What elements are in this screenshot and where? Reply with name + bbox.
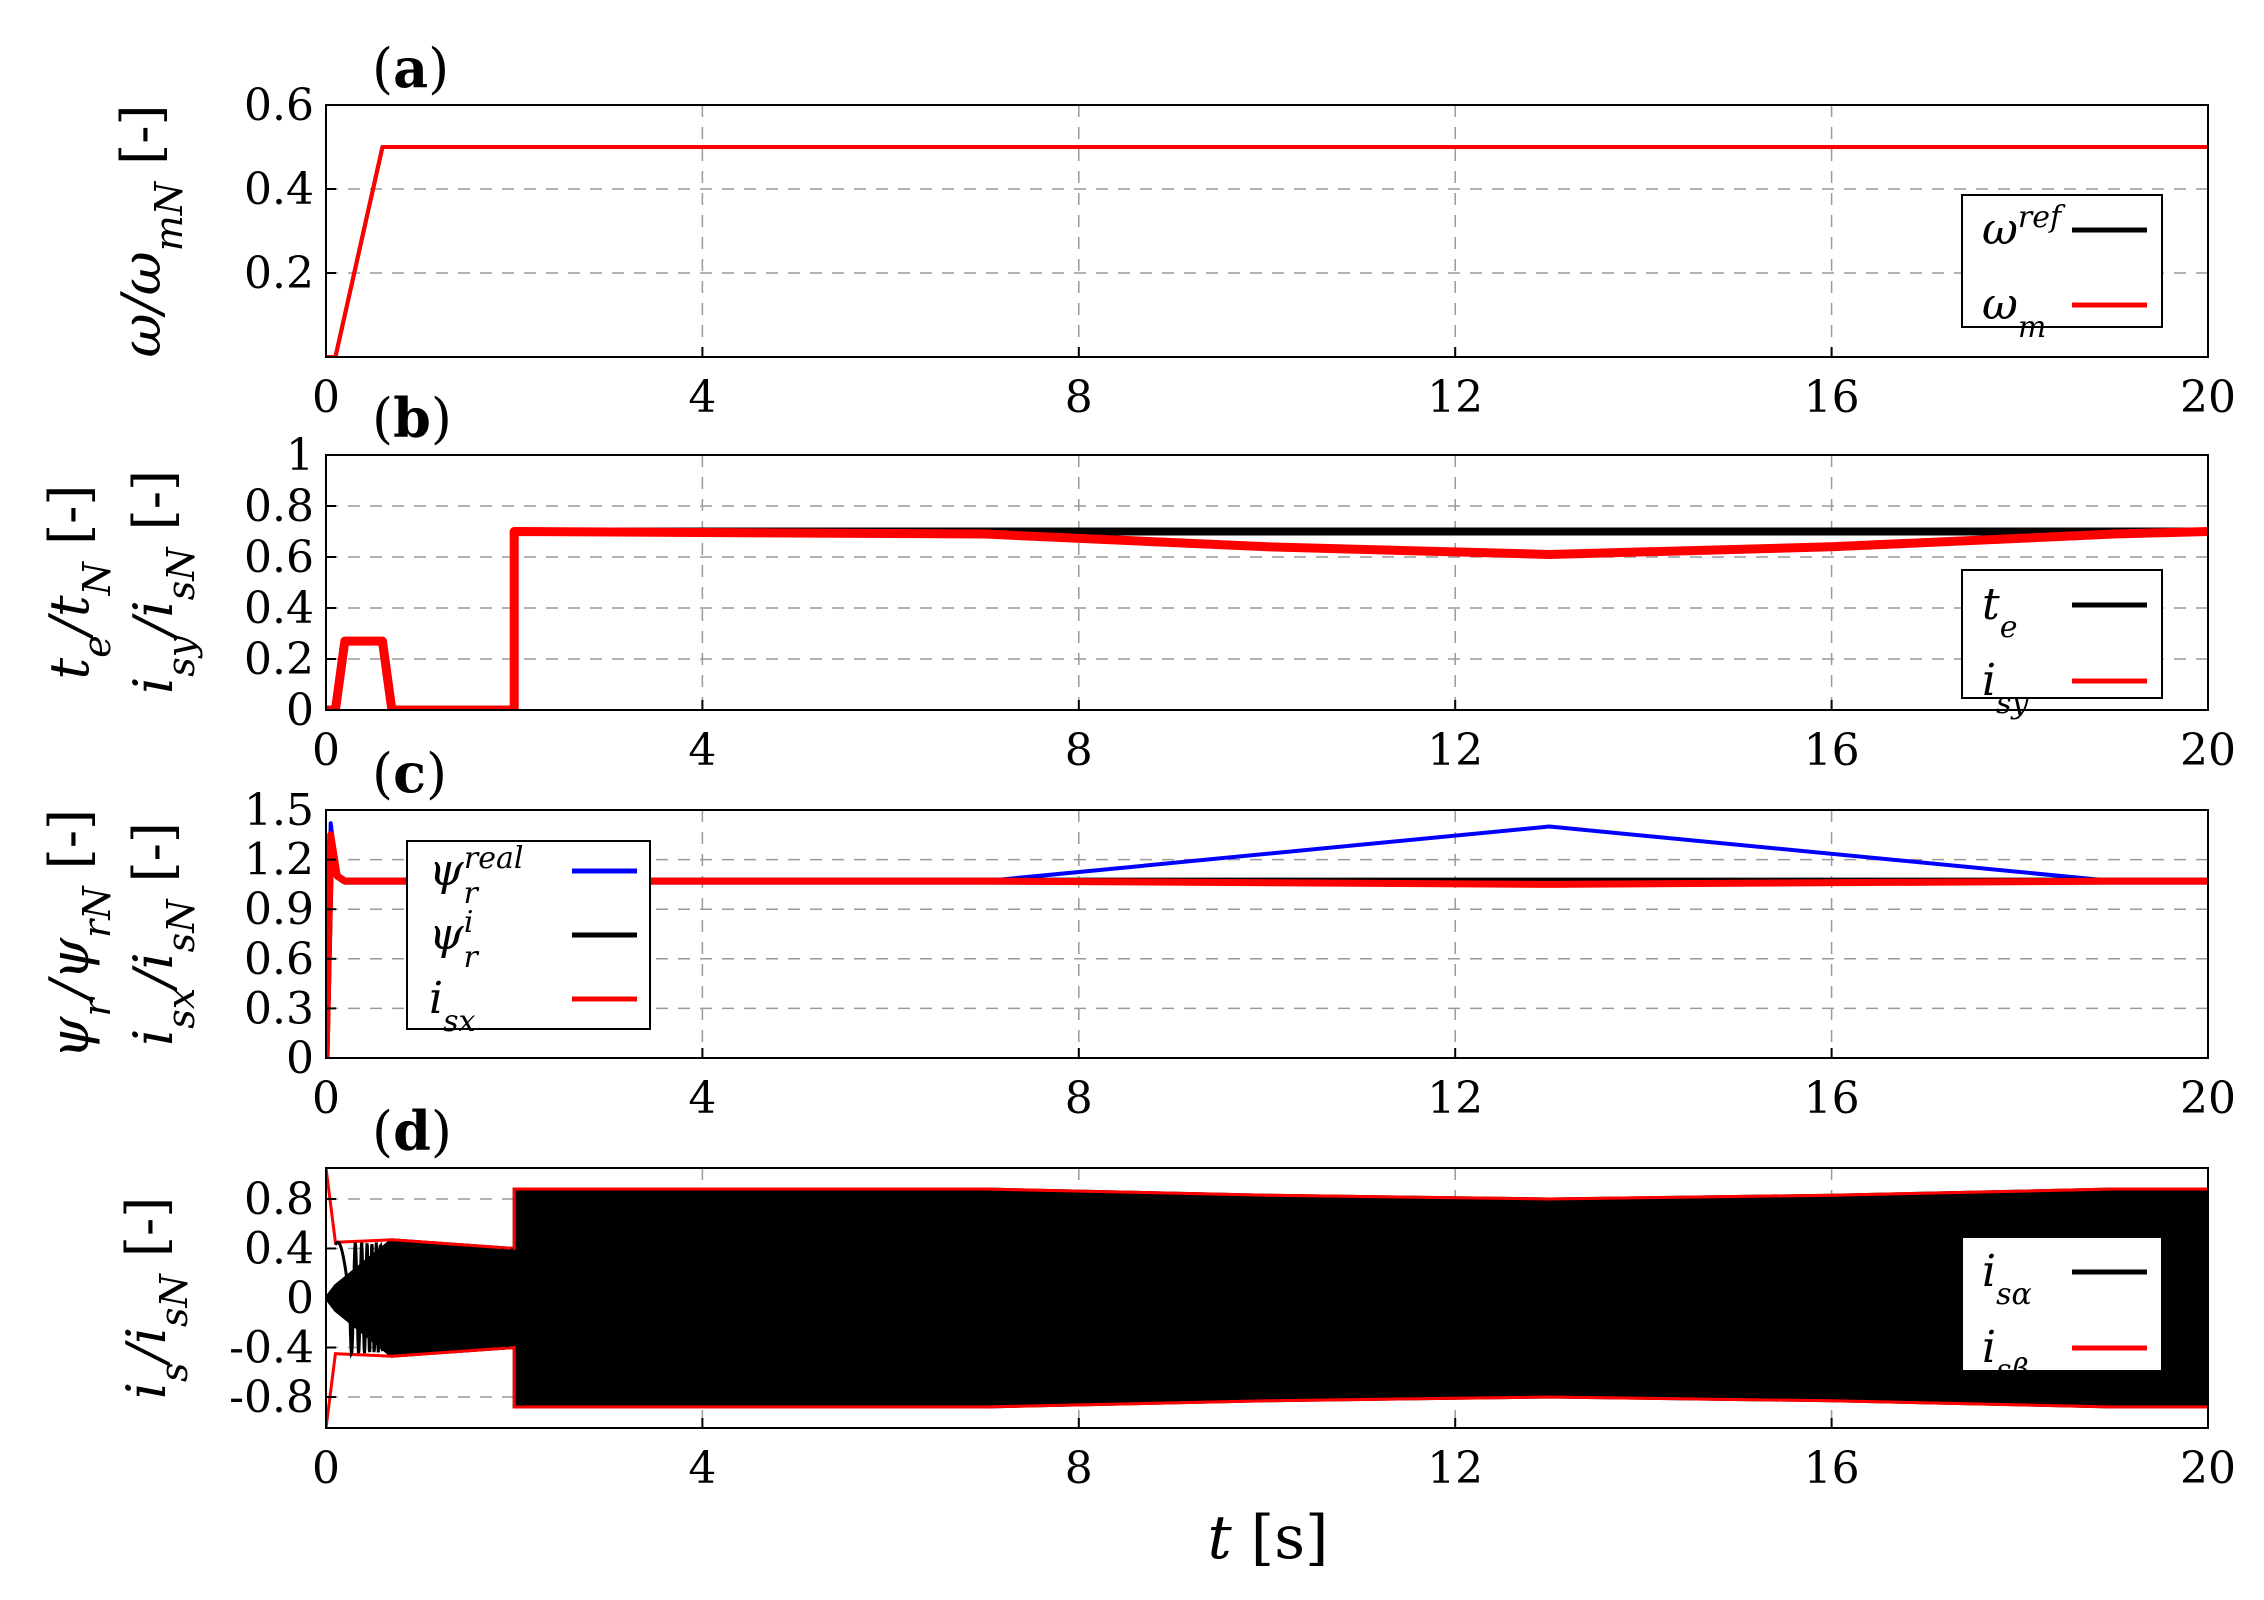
y-tick-label: 0.6 — [244, 532, 314, 583]
plot-area — [326, 821, 2208, 1058]
grid — [326, 455, 2208, 710]
plot-area — [326, 145, 2208, 357]
legend-entry-label: isy — [1982, 655, 2029, 721]
plot-frame — [325, 454, 2209, 711]
y-tick-label: 0.8 — [244, 481, 314, 532]
x-tick-label: 12 — [1427, 725, 1483, 776]
series-i_sβ-envelope — [326, 1168, 2208, 1428]
x-tick-label: 8 — [1065, 1443, 1093, 1494]
plot-area — [326, 527, 2208, 710]
plot-frame — [325, 104, 2209, 358]
plot-frame — [325, 809, 2209, 1059]
chart-panel-a: 0 4 8 12 16 20 0.2 0.4 0.6 (a) — [244, 36, 2236, 423]
x-axis-label: t [s] — [1208, 1503, 1329, 1573]
legend-entry-label: isx — [429, 973, 475, 1039]
x-tick-label: 20 — [2180, 1443, 2236, 1494]
y-axis-label-b-2: isy/isN [-] — [122, 470, 203, 694]
legend-d: isα isβ — [1961, 1236, 2163, 1388]
y-tick-label: 1.5 — [244, 785, 314, 836]
x-tick-label: 0 — [312, 725, 340, 776]
series-i_sβ-lower — [326, 1345, 2208, 1428]
y-tick-label: 0.3 — [244, 983, 314, 1034]
series-ω^ref — [326, 145, 2208, 357]
legend-entry-label: ψri — [429, 905, 480, 975]
x-tick-label: 12 — [1427, 372, 1483, 423]
panel-label: (c) — [372, 741, 447, 805]
y-axis-label-d: is/isN [-] — [115, 1197, 196, 1400]
y-tick-label: 0.2 — [244, 248, 314, 299]
panel-label: (d) — [372, 1099, 452, 1163]
x-tick-label: 16 — [1804, 1443, 1860, 1494]
legend-box — [1961, 569, 2163, 699]
y-tick-label: 0 — [286, 1273, 314, 1324]
legend-entry-label: isβ — [1982, 1322, 2029, 1388]
y-tick-label: 1 — [286, 430, 314, 481]
y-tick-label: 0.2 — [244, 634, 314, 685]
series-i_sx — [326, 831, 2208, 1058]
legend-b: te isy — [1961, 569, 2163, 721]
series-startup-oscillation — [334, 1240, 516, 1360]
x-tick-label: 0 — [312, 1443, 340, 1494]
y-axis-label-a: ω/ωmN [-] — [110, 104, 191, 357]
legend-entry-label: ωref — [1982, 200, 2066, 256]
x-tick-label: 8 — [1065, 1073, 1093, 1124]
y-axis-label-c-2: isx/isN [-] — [122, 822, 203, 1046]
legend-entry-label: ωm — [1982, 279, 2046, 345]
x-tick-label: 12 — [1427, 1443, 1483, 1494]
y-tick-label: -0.8 — [229, 1372, 314, 1423]
series-i_sy — [326, 527, 2208, 710]
y-tick-label: 0 — [286, 685, 314, 736]
grid — [326, 105, 2208, 357]
series-t_e — [326, 527, 2208, 710]
panel-label: (b) — [372, 386, 452, 450]
x-tick-label: 0 — [312, 372, 340, 423]
x-tick-label: 20 — [2180, 372, 2236, 423]
x-tick-label: 4 — [688, 1073, 716, 1124]
y-tick-label: 0.4 — [244, 1223, 314, 1274]
y-tick-label: 1.2 — [244, 835, 314, 886]
x-tick-label: 8 — [1065, 725, 1093, 776]
plot-area — [326, 1168, 2208, 1428]
legend-entry-label: te — [1982, 579, 2017, 645]
y-tick-label: 0.6 — [244, 80, 314, 131]
y-tick-label: 0.4 — [244, 583, 314, 634]
y-axis-label-c-1: ψr/ψrN [-] — [38, 809, 119, 1059]
x-tick-label: 12 — [1427, 1073, 1483, 1124]
y-tick-label: -0.4 — [229, 1323, 314, 1374]
chart-panel-d: 0 4 8 12 16 20-0.8-0.400.40.8(d) — [229, 1099, 2236, 1494]
x-tick-label: 4 — [688, 1443, 716, 1494]
legend-entry-label: ψrreal — [429, 841, 523, 911]
series-i_sβ-upper — [326, 1168, 2208, 1251]
x-tick-label: 20 — [2180, 725, 2236, 776]
legend-a: ωref ωm — [1961, 194, 2163, 345]
x-tick-label: 8 — [1065, 372, 1093, 423]
series-ω_m — [326, 145, 2208, 357]
y-tick-label: 0.8 — [244, 1174, 314, 1225]
panel-label: (a) — [372, 36, 449, 100]
x-tick-label: 4 — [688, 725, 716, 776]
x-tick-label: 16 — [1804, 372, 1860, 423]
x-tick-label: 20 — [2180, 1073, 2236, 1124]
x-tick-label: 16 — [1804, 725, 1860, 776]
y-axis-label-b-1: te/tN [-] — [38, 485, 119, 680]
x-tick-label: 16 — [1804, 1073, 1860, 1124]
y-tick-label: 0.4 — [244, 164, 314, 215]
y-tick-label: 0.9 — [244, 884, 314, 935]
x-tick-label: 0 — [312, 1073, 340, 1124]
y-tick-label: 0 — [286, 1033, 314, 1084]
legend-entry-label: isα — [1982, 1246, 2032, 1312]
y-tick-label: 0.6 — [244, 934, 314, 985]
x-tick-label: 4 — [688, 372, 716, 423]
